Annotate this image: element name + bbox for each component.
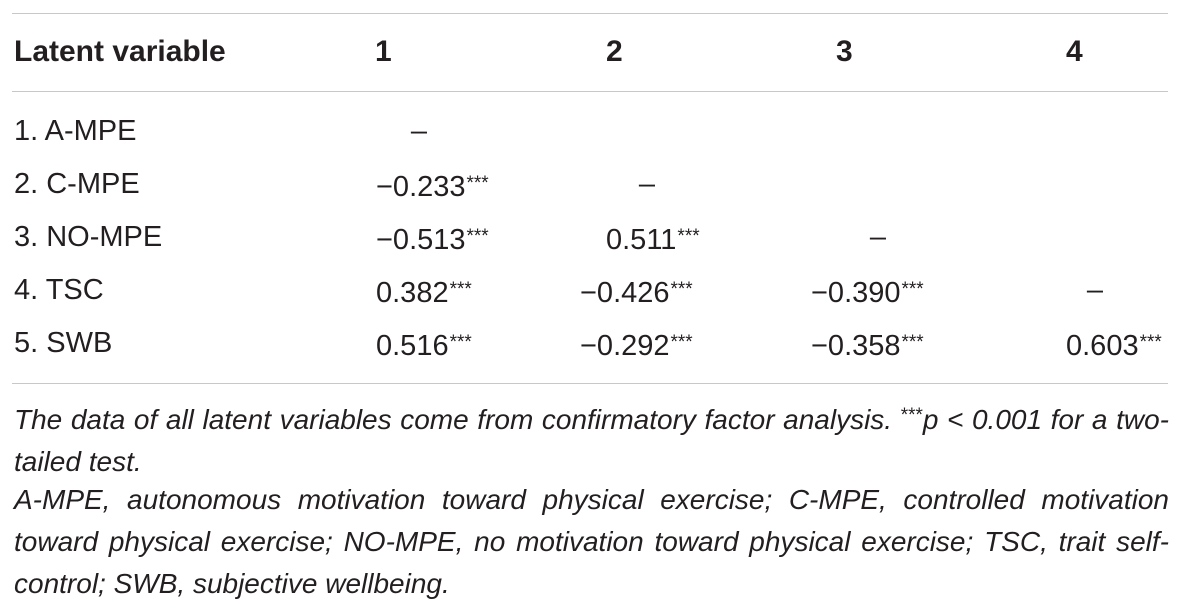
cell-r2-c1: −0.233*** xyxy=(376,171,489,203)
cell-r4-c4: – xyxy=(1086,274,1104,306)
table-header-rule xyxy=(12,91,1168,92)
cell-r5-c4: 0.603*** xyxy=(1066,330,1162,362)
cell-r3-c3: – xyxy=(869,221,887,253)
row-label-no-mpe: 3. NO-MPE xyxy=(14,221,163,253)
cell-r4-c1: 0.382*** xyxy=(376,277,472,309)
header-col-1: 1 xyxy=(375,35,392,68)
row-label-a-mpe: 1. A-MPE xyxy=(14,115,137,147)
cell-r5-c3: −0.358*** xyxy=(811,330,924,362)
table-top-rule xyxy=(12,13,1168,14)
header-col-2: 2 xyxy=(606,35,623,68)
cell-r5-c1: 0.516*** xyxy=(376,330,472,362)
cell-r3-c2: 0.511*** xyxy=(606,224,700,256)
cell-r4-c2: −0.426*** xyxy=(580,277,693,309)
header-col-4: 4 xyxy=(1066,35,1083,68)
cell-r2-c2: – xyxy=(638,168,656,200)
header-col-3: 3 xyxy=(836,35,853,68)
row-label-swb: 5. SWB xyxy=(14,327,113,359)
cell-r1-c1: – xyxy=(410,115,428,147)
table-footnote-abbreviations: A-MPE, autonomous motivation toward phys… xyxy=(14,484,1169,599)
cell-r5-c2: −0.292*** xyxy=(580,330,693,362)
cell-r4-c3: −0.390*** xyxy=(811,277,924,309)
table-bottom-rule xyxy=(12,383,1168,384)
header-latent-variable: Latent variable xyxy=(14,35,226,68)
row-label-c-mpe: 2. C-MPE xyxy=(14,168,140,200)
row-label-tsc: 4. TSC xyxy=(14,274,104,306)
cell-r3-c1: −0.513*** xyxy=(376,224,489,256)
table-footnote-significance: The data of all latent variables come fr… xyxy=(14,404,1169,477)
